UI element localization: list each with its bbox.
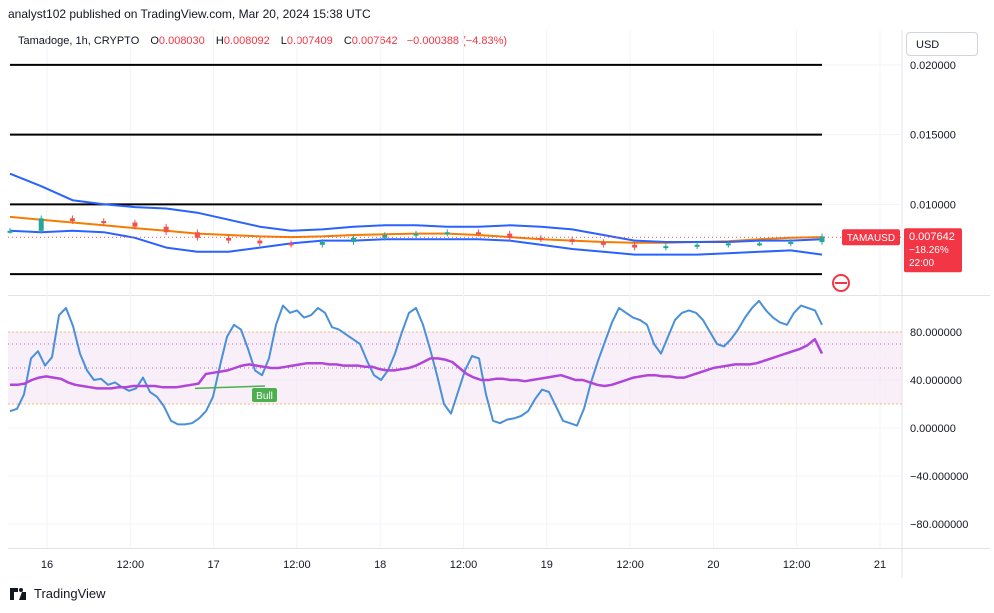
symbol-legend: Tamadoge, 1h, CRYPTO O0.008030 H0.008092… <box>18 35 507 47</box>
candle-body <box>7 230 13 233</box>
footer-brand: TradingView <box>34 586 106 601</box>
candle-body <box>101 221 107 224</box>
candle-body <box>194 232 200 238</box>
price-tag-countdown: 22:00 <box>909 258 934 269</box>
candle-body <box>444 232 450 235</box>
change-value: −0.000388 (−4.83%) <box>406 35 508 47</box>
symbol-title: Tamadoge, 1h, CRYPTO <box>18 35 140 47</box>
osc-tick-label: 40.000000 <box>910 375 962 387</box>
candle-body <box>163 226 169 233</box>
high-value: 0.008092 <box>223 35 270 47</box>
candle-body <box>475 232 481 235</box>
osc-tick-label: −80.000000 <box>910 519 968 531</box>
price-tag-value: 0.007642 <box>909 231 955 243</box>
candle-body <box>257 240 263 244</box>
candle-body <box>507 233 513 238</box>
low-value: 0.007409 <box>286 35 333 47</box>
price-tag <box>904 228 962 273</box>
time-tick-label: 20 <box>707 559 719 571</box>
time-tick-label: 19 <box>541 559 553 571</box>
candle-body <box>69 218 75 222</box>
open-value: 0.008030 <box>158 35 205 47</box>
open-label: O <box>150 35 159 47</box>
candle-body <box>351 237 357 242</box>
candle-body <box>413 233 419 236</box>
published-caption: analyst102 published on TradingView.com,… <box>8 7 371 21</box>
currency-button[interactable]: USD <box>906 32 978 56</box>
candle-body <box>226 237 232 241</box>
price-tick-label: 0.015000 <box>910 130 956 142</box>
bull-label: Bull <box>256 391 273 402</box>
candle-body <box>663 246 669 249</box>
candle-body <box>538 237 544 240</box>
candle-body <box>600 242 606 245</box>
time-tick-label: 12:00 <box>783 559 811 571</box>
candle-body <box>819 236 825 242</box>
bollinger-upper-band <box>9 172 823 243</box>
time-tick-label: 12:00 <box>450 559 478 571</box>
time-tick-label: 12:00 <box>283 559 311 571</box>
price-tick-label: 0.010000 <box>910 199 956 211</box>
candle-body <box>132 222 138 227</box>
tradingview-logo-icon <box>10 587 26 600</box>
time-tick-label: 12:00 <box>117 559 145 571</box>
time-tick-label: 21 <box>874 559 886 571</box>
osc-tick-label: −40.000000 <box>910 471 968 483</box>
candle-body <box>788 242 794 244</box>
time-tick-label: 17 <box>207 559 219 571</box>
candle-body <box>288 243 294 246</box>
osc-tick-label: 0.000000 <box>910 423 956 435</box>
low-label: L <box>280 35 287 47</box>
candle-body <box>694 244 700 247</box>
price-tag-change: −18.26% <box>909 245 949 256</box>
candle-body <box>38 218 44 231</box>
candle-body <box>569 239 575 242</box>
candle-body <box>382 235 388 238</box>
candle-body <box>725 243 731 246</box>
price-tick-label: 0.020000 <box>910 60 956 72</box>
bollinger-lower-band <box>9 229 823 256</box>
ticker-tag-label: TAMAUSD <box>847 233 895 244</box>
close-label: C <box>343 35 352 47</box>
ticker-tag <box>842 229 900 246</box>
time-tick-label: 16 <box>41 559 53 571</box>
high-label: H <box>215 35 224 47</box>
bull-divergence-line <box>194 385 266 390</box>
candle-body <box>757 243 763 246</box>
time-tick-label: 12:00 <box>616 559 644 571</box>
osc-tick-label: 80.000000 <box>910 327 962 339</box>
overbought-oversold-band <box>8 332 902 404</box>
rsi-line <box>10 337 824 390</box>
candle-body <box>319 242 325 245</box>
time-tick-label: 18 <box>374 559 386 571</box>
candle-body <box>632 244 638 248</box>
stochastic-line <box>9 299 823 427</box>
tradingview-footer[interactable]: TradingView <box>10 586 106 601</box>
close-value: 0.007642 <box>351 35 398 47</box>
bull-label-box <box>252 388 277 402</box>
